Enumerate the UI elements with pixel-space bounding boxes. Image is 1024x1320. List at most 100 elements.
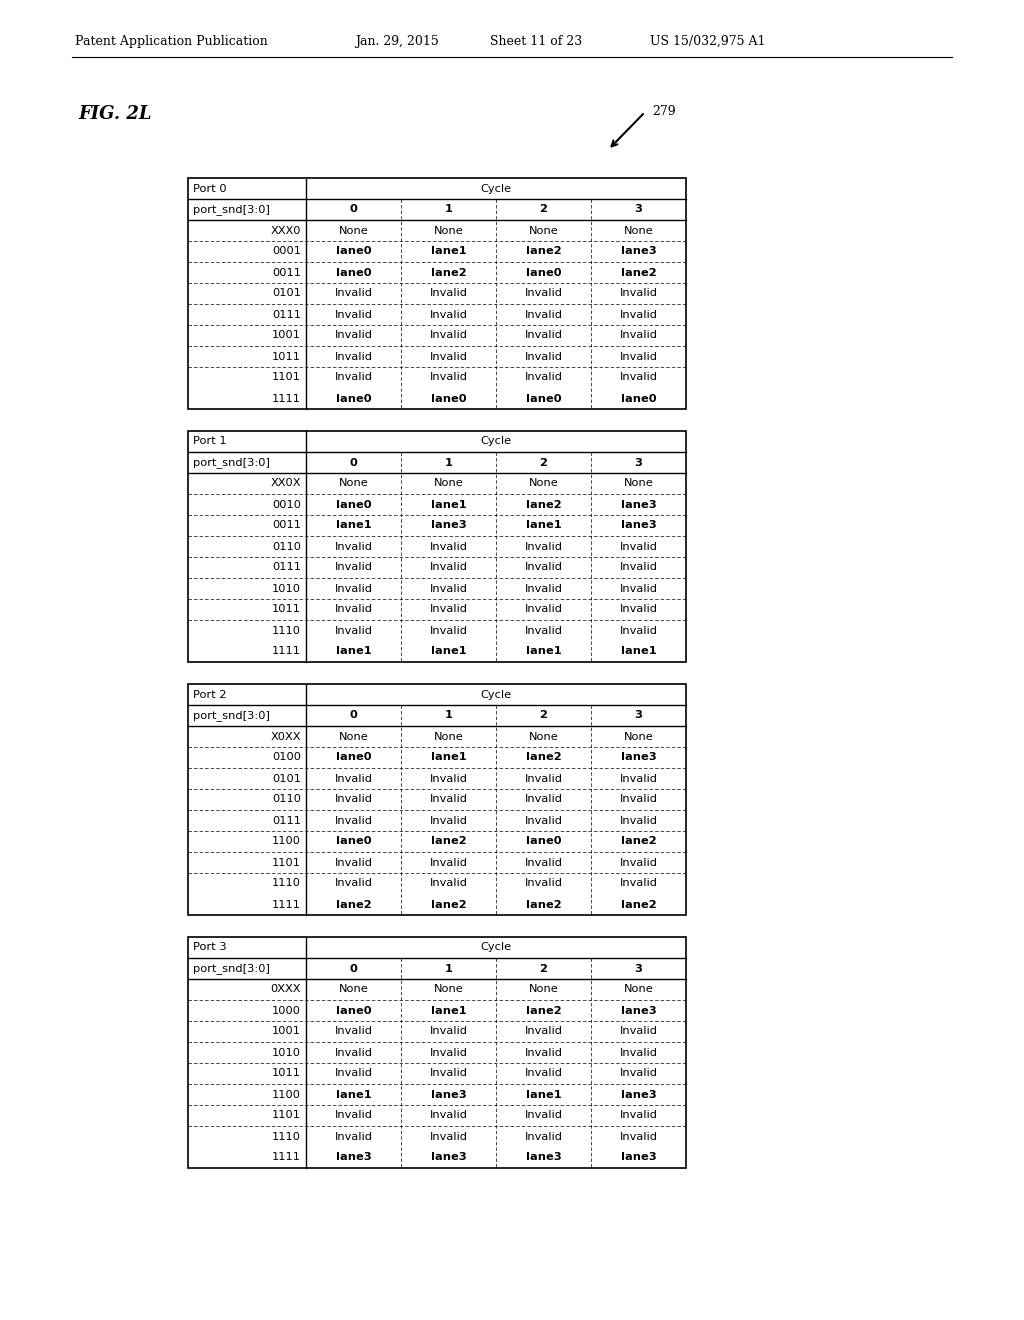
Text: Invalid: Invalid bbox=[524, 626, 562, 635]
Text: lane2: lane2 bbox=[621, 899, 656, 909]
Text: Invalid: Invalid bbox=[620, 605, 657, 615]
Text: 1001: 1001 bbox=[272, 1027, 301, 1036]
Text: Invalid: Invalid bbox=[524, 309, 562, 319]
Text: lane0: lane0 bbox=[336, 752, 372, 763]
Text: Invalid: Invalid bbox=[429, 879, 468, 888]
Text: lane2: lane2 bbox=[336, 899, 372, 909]
Text: None: None bbox=[339, 479, 369, 488]
Text: lane1: lane1 bbox=[525, 1089, 561, 1100]
Text: Invalid: Invalid bbox=[335, 309, 373, 319]
Text: Invalid: Invalid bbox=[429, 289, 468, 298]
Text: lane3: lane3 bbox=[621, 247, 656, 256]
Text: Invalid: Invalid bbox=[620, 309, 657, 319]
Text: 0011: 0011 bbox=[272, 520, 301, 531]
Text: Invalid: Invalid bbox=[620, 816, 657, 825]
Text: lane3: lane3 bbox=[621, 752, 656, 763]
Text: Invalid: Invalid bbox=[524, 605, 562, 615]
Text: lane2: lane2 bbox=[525, 1006, 561, 1015]
Text: lane1: lane1 bbox=[621, 647, 656, 656]
Text: Sheet 11 of 23: Sheet 11 of 23 bbox=[490, 36, 583, 48]
Text: Invalid: Invalid bbox=[335, 1048, 373, 1057]
Text: 1111: 1111 bbox=[272, 393, 301, 404]
Text: Invalid: Invalid bbox=[429, 795, 468, 804]
Text: lane2: lane2 bbox=[525, 899, 561, 909]
Text: None: None bbox=[339, 226, 369, 235]
Text: None: None bbox=[624, 226, 653, 235]
Text: Invalid: Invalid bbox=[429, 583, 468, 594]
Text: Invalid: Invalid bbox=[620, 1048, 657, 1057]
Text: Invalid: Invalid bbox=[335, 289, 373, 298]
Text: 1: 1 bbox=[444, 710, 453, 721]
Text: port_snd[3:0]: port_snd[3:0] bbox=[193, 964, 270, 974]
Bar bbox=[188, 178, 686, 409]
Text: lane1: lane1 bbox=[525, 520, 561, 531]
Text: 1100: 1100 bbox=[272, 1089, 301, 1100]
Text: Invalid: Invalid bbox=[429, 626, 468, 635]
Text: Invalid: Invalid bbox=[429, 562, 468, 573]
Text: Invalid: Invalid bbox=[620, 583, 657, 594]
Text: lane0: lane0 bbox=[525, 393, 561, 404]
Text: 0010: 0010 bbox=[272, 499, 301, 510]
Text: Cycle: Cycle bbox=[480, 437, 512, 446]
Text: Invalid: Invalid bbox=[429, 309, 468, 319]
Text: lane3: lane3 bbox=[621, 520, 656, 531]
Text: lane3: lane3 bbox=[431, 1089, 466, 1100]
Text: 0011: 0011 bbox=[272, 268, 301, 277]
Text: Invalid: Invalid bbox=[335, 795, 373, 804]
Text: Invalid: Invalid bbox=[429, 1110, 468, 1121]
Text: port_snd[3:0]: port_snd[3:0] bbox=[193, 710, 270, 721]
Text: Invalid: Invalid bbox=[620, 626, 657, 635]
Text: lane3: lane3 bbox=[525, 1152, 561, 1163]
Text: Invalid: Invalid bbox=[429, 372, 468, 383]
Text: lane3: lane3 bbox=[621, 499, 656, 510]
Text: Invalid: Invalid bbox=[429, 605, 468, 615]
Text: lane1: lane1 bbox=[431, 752, 466, 763]
Text: Invalid: Invalid bbox=[429, 541, 468, 552]
Text: 0: 0 bbox=[349, 458, 357, 467]
Text: lane0: lane0 bbox=[525, 837, 561, 846]
Text: lane2: lane2 bbox=[431, 899, 466, 909]
Text: port_snd[3:0]: port_snd[3:0] bbox=[193, 457, 270, 469]
Text: Cycle: Cycle bbox=[480, 942, 512, 953]
Text: lane3: lane3 bbox=[431, 520, 466, 531]
Text: lane0: lane0 bbox=[621, 393, 656, 404]
Text: 1110: 1110 bbox=[272, 1131, 301, 1142]
Text: 0101: 0101 bbox=[272, 289, 301, 298]
Text: lane2: lane2 bbox=[525, 752, 561, 763]
Text: X0XX: X0XX bbox=[270, 731, 301, 742]
Text: 1111: 1111 bbox=[272, 1152, 301, 1163]
Text: lane3: lane3 bbox=[621, 1152, 656, 1163]
Text: Invalid: Invalid bbox=[335, 816, 373, 825]
Text: None: None bbox=[339, 985, 369, 994]
Text: 3: 3 bbox=[635, 458, 642, 467]
Text: Invalid: Invalid bbox=[335, 583, 373, 594]
Text: 1110: 1110 bbox=[272, 879, 301, 888]
Text: Port 2: Port 2 bbox=[193, 689, 226, 700]
Text: None: None bbox=[528, 985, 558, 994]
Text: Invalid: Invalid bbox=[524, 1068, 562, 1078]
Text: XX0X: XX0X bbox=[270, 479, 301, 488]
Text: 0111: 0111 bbox=[272, 309, 301, 319]
Text: Invalid: Invalid bbox=[620, 330, 657, 341]
Text: lane0: lane0 bbox=[336, 1006, 372, 1015]
Text: 2: 2 bbox=[540, 458, 548, 467]
Text: Invalid: Invalid bbox=[429, 1131, 468, 1142]
Text: 3: 3 bbox=[635, 205, 642, 214]
Text: 1: 1 bbox=[444, 964, 453, 974]
Text: Invalid: Invalid bbox=[429, 1068, 468, 1078]
Text: None: None bbox=[433, 226, 464, 235]
Text: 1: 1 bbox=[444, 205, 453, 214]
Text: Invalid: Invalid bbox=[335, 1068, 373, 1078]
Text: Invalid: Invalid bbox=[620, 1068, 657, 1078]
Text: 0001: 0001 bbox=[272, 247, 301, 256]
Text: lane0: lane0 bbox=[336, 499, 372, 510]
Text: None: None bbox=[433, 731, 464, 742]
Text: Invalid: Invalid bbox=[335, 879, 373, 888]
Text: Invalid: Invalid bbox=[620, 879, 657, 888]
Text: lane0: lane0 bbox=[336, 393, 372, 404]
Text: Cycle: Cycle bbox=[480, 689, 512, 700]
Text: lane2: lane2 bbox=[621, 837, 656, 846]
Text: None: None bbox=[528, 479, 558, 488]
Text: 1101: 1101 bbox=[272, 1110, 301, 1121]
Bar bbox=[188, 937, 686, 1168]
